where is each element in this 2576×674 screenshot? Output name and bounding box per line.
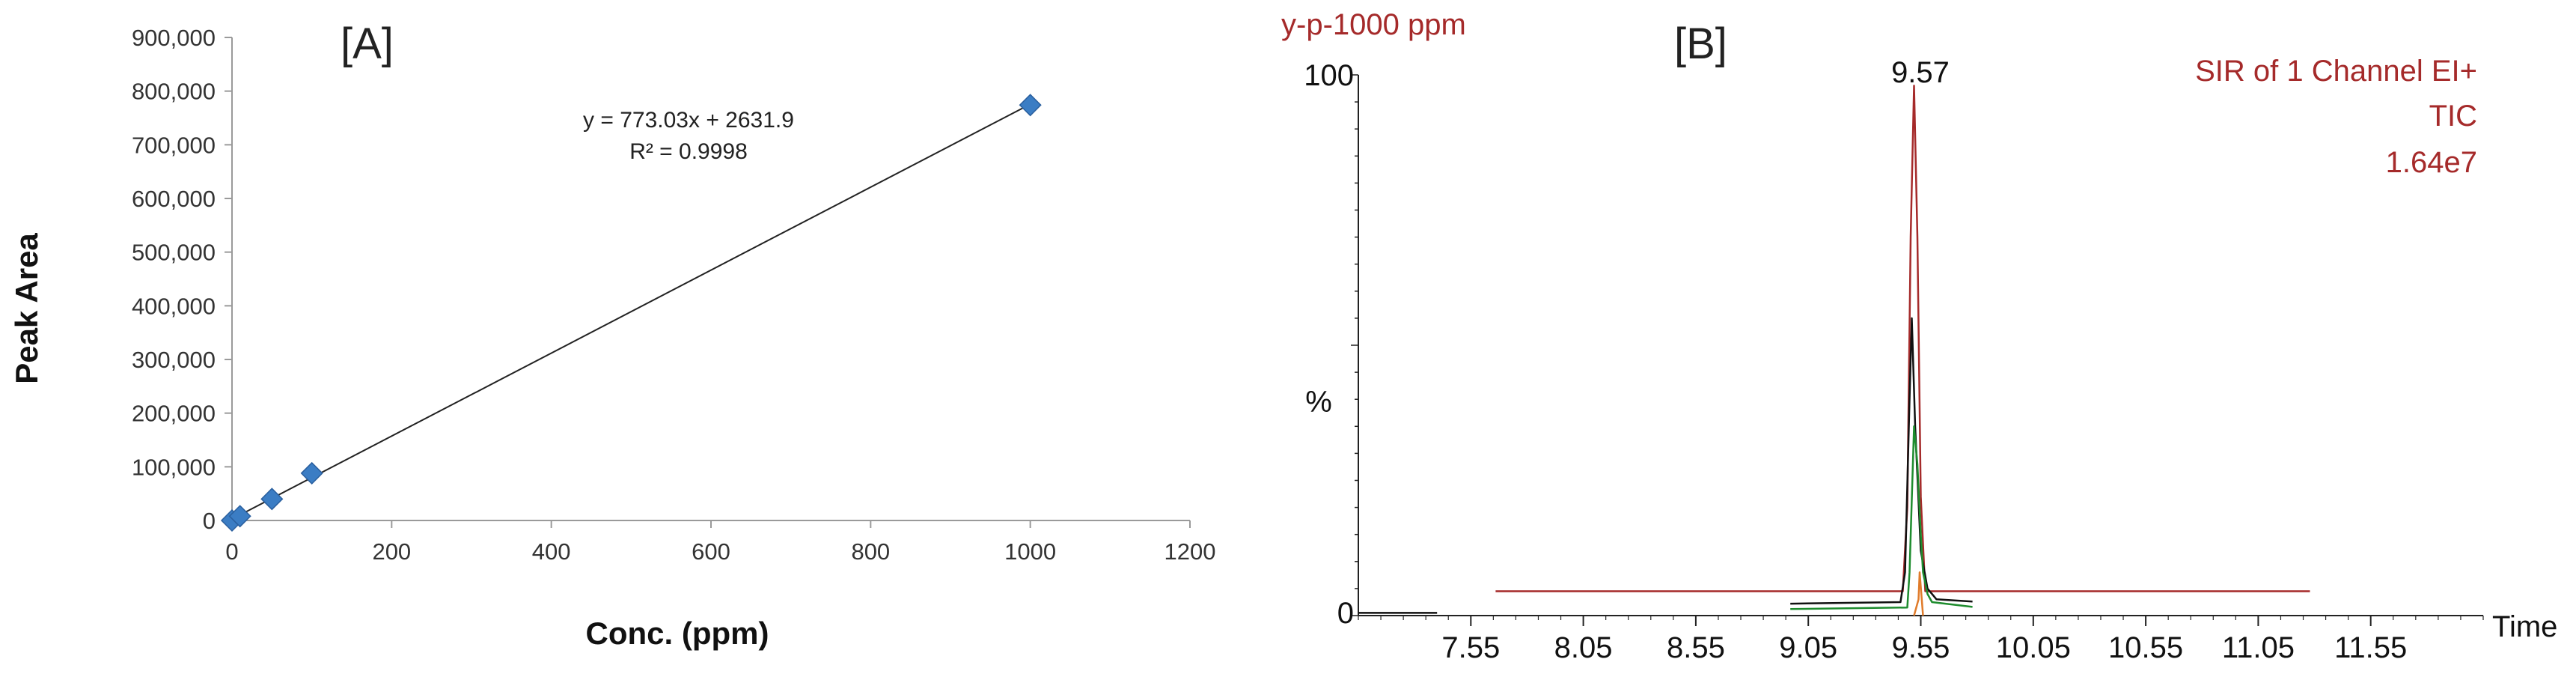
- panel-a-trendline-group: [231, 103, 1031, 520]
- panel-a-x-tick-label: 800: [851, 538, 890, 565]
- panel-a-trendline: [231, 103, 1031, 520]
- panel-b-axes: [1351, 74, 2484, 620]
- panel-a-label: [A]: [341, 19, 394, 68]
- panel-a-y-tick-label: 0: [203, 508, 216, 534]
- panel-a-y-tick-label: 700,000: [132, 132, 216, 158]
- panel-b-x-tick-label: 11.55: [2334, 631, 2407, 664]
- panel-b-x-tick-label: 7.55: [1441, 631, 1500, 664]
- panel-b-channel-line-2: TIC: [2429, 100, 2477, 133]
- panel-b-peak-label: 9.57: [1891, 56, 1950, 89]
- panel-a-x-axis-label: Conc. (ppm): [586, 616, 769, 651]
- panel-b-series-line-2: [1790, 317, 1973, 605]
- panel-a-points: [220, 94, 1042, 532]
- panel-a-y-ticks: 0 100,000 200,000 300,000 400,000 500,000 600,…: [132, 25, 232, 534]
- panel-a-x-tick-label: 1000: [1004, 538, 1056, 565]
- panel-b-x-tick-label: 10.05: [1996, 631, 2071, 664]
- panel-a-data-point: [300, 461, 323, 485]
- panel-b-x-tick-label: 9.05: [1779, 631, 1837, 664]
- panel-a-y-tick-label: 400,000: [132, 293, 216, 319]
- panel-b-x-tick-label: 9.55: [1892, 631, 1950, 664]
- panel-a-x-tick-label: 600: [692, 538, 730, 565]
- panel-a-y-tick-label: 200,000: [132, 401, 216, 427]
- panel-a-y-tick-label: 800,000: [132, 79, 216, 105]
- panel-b-series: [1358, 85, 2310, 616]
- panel-a-r-squared: R² = 0.9998: [629, 139, 748, 164]
- panel-a-data-point: [228, 505, 251, 528]
- panel-a-calibration-chart: [A] 0 100,000 200,000 300,000 400,000 500,000…: [9, 19, 1215, 651]
- panel-a-data-point: [260, 488, 284, 511]
- panel-a-y-tick-label: 300,000: [132, 347, 216, 373]
- panel-b-series-line-1: [1495, 85, 2310, 592]
- panel-b-series-line-4: [1913, 571, 1924, 616]
- panel-a-x-tick-label: 0: [225, 538, 238, 565]
- panel-a-equation: y = 773.03x + 2631.9: [583, 108, 794, 133]
- panel-b-channel-line-1: SIR of 1 Channel EI+: [2195, 55, 2477, 88]
- panel-b-x-axis-label: Time: [2492, 610, 2557, 643]
- panel-a-x-tick-label: 200: [372, 538, 411, 565]
- panel-b-channel-line-3: 1.64e7: [2386, 146, 2477, 179]
- panel-b-x-tick-label: 8.55: [1667, 631, 1725, 664]
- panel-a-x-ticks: 0 200 400 600 800 1000 1200: [225, 520, 1215, 565]
- panel-b-chromatogram: y-p-1000 ppm [B] 9.57 SIR of 1 Channel E…: [1281, 8, 2557, 664]
- panel-b-y-tick-label: 100: [1304, 59, 1354, 92]
- panel-a-y-tick-label: 500,000: [132, 240, 216, 266]
- panel-a-data-point: [1019, 94, 1042, 117]
- panel-b-label: [B]: [1674, 19, 1727, 68]
- panel-a-y-axis-label: Peak Area: [9, 233, 44, 384]
- panel-b-series-line-3: [1790, 425, 1973, 610]
- panel-b-x-tick-label: 8.05: [1554, 631, 1613, 664]
- panel-a-y-tick-label: 600,000: [132, 186, 216, 212]
- panel-b-sample-name: y-p-1000 ppm: [1281, 8, 1466, 41]
- panel-b-x-tick-label: 10.55: [2108, 631, 2183, 664]
- panel-a-y-tick-label: 900,000: [132, 25, 216, 51]
- panel-b-y-tick-label: 0: [1337, 597, 1354, 630]
- panel-a-x-tick-label: 1200: [1165, 538, 1216, 565]
- panel-b-x-tick-label: 11.05: [2222, 631, 2295, 664]
- panel-a-x-tick-label: 400: [532, 538, 571, 565]
- panel-b-x-ticks: 7.55 8.05 8.55 9.05 9.55 10.05 10.55 11.05 11.55: [1441, 616, 2407, 664]
- panel-b-y-axis-label: %: [1305, 386, 1332, 419]
- panel-b-y-ticks: 0 100: [1304, 59, 1354, 630]
- panel-a-y-tick-label: 100,000: [132, 454, 216, 480]
